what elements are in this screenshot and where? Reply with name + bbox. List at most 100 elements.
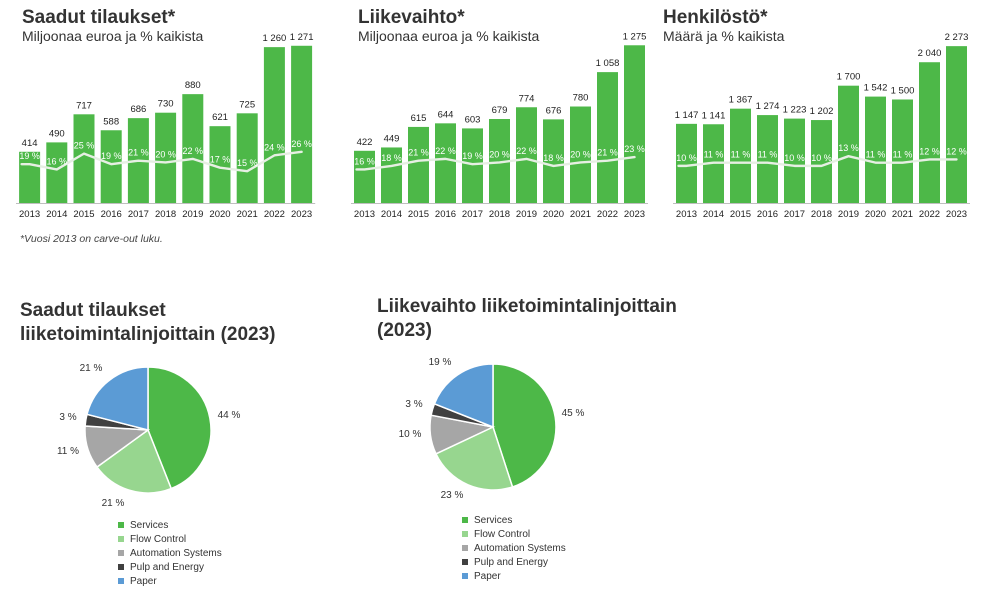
orders-share-label: 26 %	[291, 139, 312, 149]
revenue-bar-2021	[570, 106, 591, 203]
orders-legend-swatch	[118, 550, 124, 556]
personnel-share-label: 11 %	[893, 150, 913, 160]
revenue-legend-label: Pulp and Energy	[474, 556, 548, 568]
orders-tick-label: 2020	[209, 209, 230, 220]
orders-tick-label: 2022	[264, 209, 285, 220]
personnel-bar-2017	[784, 118, 805, 203]
orders-legend-label: Automation Systems	[130, 547, 222, 559]
orders-share-label: 16 %	[47, 156, 68, 166]
revenue-bar-2020	[543, 119, 564, 203]
revenue-value-label: 603	[465, 114, 481, 125]
personnel-tick-label: 2013	[676, 209, 697, 220]
personnel-share-label: 10 %	[784, 153, 805, 163]
personnel-tick-label: 2015	[730, 209, 751, 220]
revenue-tick-label: 2013	[354, 209, 375, 220]
personnel-value-label: 1 223	[783, 105, 807, 116]
orders-legend-label: Flow Control	[130, 533, 187, 545]
personnel-bar-chart: 1 147 2013 1 141 2014 1 367 2015 1 274 2016 1 22…	[673, 32, 970, 220]
orders-legend-swatch	[118, 536, 124, 542]
orders-share-label: 24 %	[264, 142, 285, 152]
revenue-legend-item: Automation Systems	[462, 541, 566, 555]
orders-value-label: 1 271	[290, 32, 314, 43]
revenue-slice-label: 3 %	[405, 399, 422, 410]
revenue-slice-services	[492, 363, 557, 488]
revenue-value-label: 644	[438, 109, 454, 120]
orders-value-label: 588	[103, 116, 119, 127]
orders-value-label: 686	[130, 104, 146, 115]
personnel-tick-label: 2017	[784, 209, 805, 220]
orders-share-label: 15 %	[237, 158, 258, 168]
orders-legend-label: Paper	[130, 575, 157, 587]
revenue-share-label: 22 %	[516, 146, 537, 156]
orders-legend-swatch	[118, 578, 124, 584]
revenue-chart-title: Liikevaihto*	[358, 7, 465, 28]
revenue-share-label: 18 %	[543, 153, 564, 163]
personnel-value-label: 1 147	[675, 110, 699, 121]
revenue-share-line	[355, 155, 636, 171]
personnel-tick-label: 2021	[892, 209, 913, 220]
orders-share-label: 25 %	[74, 141, 95, 151]
revenue-tick-label: 2017	[462, 209, 483, 220]
orders-bar-2016	[100, 130, 122, 203]
orders-legend-swatch	[118, 522, 124, 528]
personnel-share-label: 12 %	[946, 146, 967, 156]
revenue-tick-label: 2014	[381, 209, 402, 220]
personnel-chart-subtitle: Määrä ja % kaikista	[663, 28, 785, 44]
personnel-share-label: 11 %	[704, 150, 724, 160]
orders-legend-item: Pulp and Energy	[118, 560, 222, 574]
revenue-share-label: 22 %	[435, 146, 456, 156]
revenue-share-label: 16 %	[354, 156, 375, 166]
revenue-share-label: 23 %	[624, 144, 645, 154]
personnel-tick-label: 2019	[838, 209, 859, 220]
revenue-bar-2022	[597, 72, 618, 203]
orders-bar-2014	[46, 142, 68, 203]
personnel-bar-2021	[892, 99, 913, 203]
personnel-chart-title: Henkilöstö*	[663, 7, 768, 28]
personnel-value-label: 1 202	[810, 106, 834, 117]
personnel-share-label: 11 %	[758, 150, 778, 160]
personnel-share-line	[677, 154, 958, 168]
orders-slice-label: 21 %	[80, 363, 103, 374]
orders-tick-label: 2016	[101, 209, 122, 220]
orders-share-label: 22 %	[183, 146, 204, 156]
personnel-value-label: 2 040	[918, 48, 942, 59]
orders-value-label: 621	[212, 112, 228, 123]
personnel-tick-label: 2018	[811, 209, 832, 220]
revenue-legend-label: Paper	[474, 570, 501, 582]
revenue-bar-2013	[354, 150, 375, 203]
orders-tick-label: 2021	[237, 209, 258, 220]
revenue-tick-label: 2022	[597, 209, 618, 220]
revenue-legend-item: Pulp and Energy	[462, 555, 566, 569]
personnel-value-label: 1 700	[837, 72, 861, 83]
orders-tick-label: 2015	[73, 209, 94, 220]
orders-tick-label: 2013	[19, 209, 40, 220]
orders-bar-2020	[209, 126, 231, 203]
personnel-bar-2015	[730, 108, 751, 203]
orders-bar-2018	[155, 112, 177, 203]
orders-legend-item: Flow Control	[118, 532, 222, 546]
revenue-slice-paper	[433, 363, 494, 429]
personnel-value-label: 1 274	[756, 101, 780, 112]
revenue-slice-label: 19 %	[429, 357, 452, 368]
orders-legend-item: Automation Systems	[118, 546, 222, 560]
orders-tick-label: 2018	[155, 209, 176, 220]
orders-bar-2015	[73, 114, 95, 203]
orders-value-label: 880	[185, 80, 201, 91]
revenue-tick-label: 2016	[435, 209, 456, 220]
revenue-slice-label: 23 %	[441, 490, 464, 501]
orders-share-line	[20, 150, 303, 173]
revenue-bar-2016	[435, 123, 456, 203]
revenue-tick-label: 2020	[543, 209, 564, 220]
personnel-bar-2023	[946, 46, 967, 204]
orders-slice-paper	[86, 366, 149, 431]
orders-bar-chart: 414 2013 490 2014 717 2015 588 2016 686 2017 730 20…	[16, 32, 316, 220]
revenue-slice-flow-control	[434, 425, 514, 491]
orders-bar-2022	[263, 47, 285, 204]
orders-bar-2023	[291, 45, 313, 204]
revenue-legend-item: Flow Control	[462, 527, 566, 541]
revenue-value-label: 449	[384, 133, 400, 144]
orders-pie-legend: Services Flow Control Automation Systems Pu…	[118, 518, 222, 588]
orders-share-label: 21 %	[128, 148, 149, 158]
revenue-value-label: 1 058	[596, 58, 620, 69]
personnel-bar-2018	[811, 120, 832, 203]
